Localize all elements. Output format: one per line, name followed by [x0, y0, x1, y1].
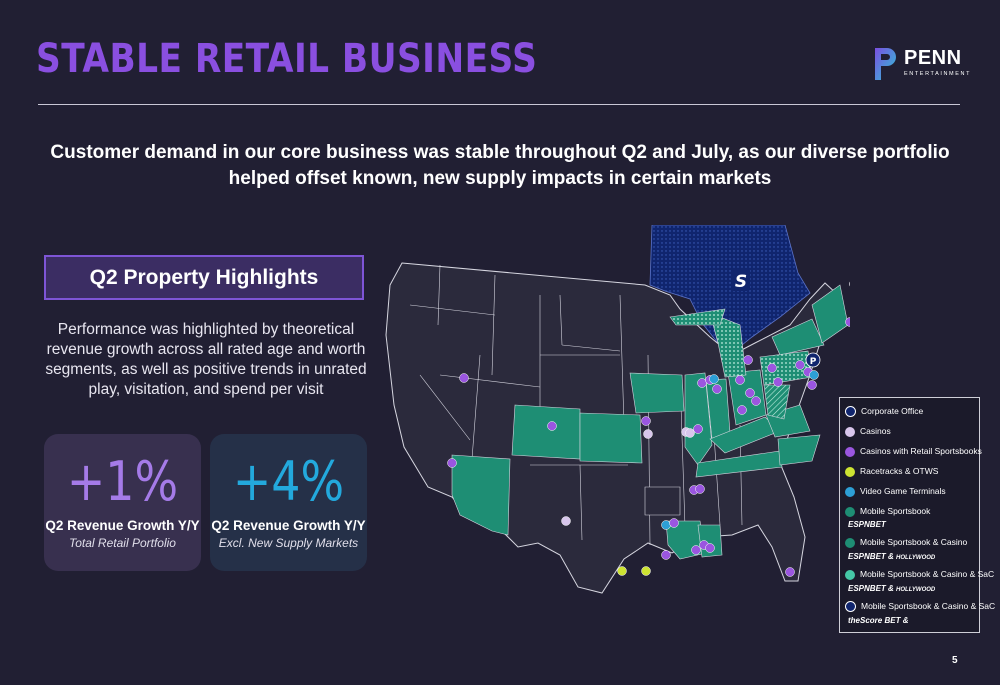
stat-sublabel: Total Retail Portfolio: [69, 536, 176, 550]
property-dot: [807, 380, 817, 390]
highlights-heading: Q2 Property Highlights: [44, 255, 364, 300]
legend-item-mobile-sportsbook-casino: Mobile Sportsbook & Casino: [845, 537, 967, 548]
stat-value: +1%: [66, 450, 179, 513]
penn-logo: PENN ENTERTAINMENT: [872, 46, 972, 82]
state-michigan: [709, 312, 747, 378]
property-dot: [691, 545, 701, 555]
property-dot: [737, 405, 747, 415]
property-dot: [697, 378, 707, 388]
state-kansas: [579, 412, 643, 464]
legend-item-casinos: Casinos: [845, 426, 891, 437]
property-dot: [767, 363, 777, 373]
map-legend: Corporate Office Casinos Casinos with Re…: [839, 397, 995, 633]
espn-hollywood-logos: ESPNBET & HOLLYWOOD: [848, 552, 936, 561]
property-dot: [669, 518, 679, 528]
highlights-body: Performance was highlighted by theoretic…: [45, 321, 367, 398]
logo-subtitle: ENTERTAINMENT: [904, 71, 972, 77]
property-dot: [735, 375, 745, 385]
property-dot: [693, 424, 703, 434]
dot-icon: [845, 506, 855, 517]
penn-mark-icon: [875, 48, 896, 80]
property-dot: [845, 317, 850, 327]
property-dot: [561, 516, 571, 526]
stat-card-total: +1% Q2 Revenue Growth Y/Y Total Retail P…: [44, 434, 201, 571]
stat-card-excl-new-supply: +4% Q2 Revenue Growth Y/Y Excl. New Supp…: [210, 434, 367, 571]
penn-logo-icon: [845, 406, 856, 418]
state-michigan-up: [669, 308, 726, 326]
espn-hollywood-sac-logos: ESPNBET & HOLLYWOOD: [848, 584, 936, 593]
property-dot: [705, 543, 715, 553]
dot-icon: [845, 446, 855, 457]
legend-item-racetracks: Racetracks & OTWS: [845, 466, 938, 477]
logo-wordmark: PENN: [904, 47, 962, 69]
state-tennessee: [695, 450, 783, 478]
page-number: 5: [952, 655, 958, 666]
property-dot: [685, 428, 695, 438]
us-property-map: S: [385, 225, 850, 594]
property-dot: [849, 281, 850, 287]
property-dot: [809, 370, 819, 380]
legend-item-casinos-retail-sportsbooks: Casinos with Retail Sportsbooks: [845, 446, 982, 457]
state-new-york: [771, 318, 825, 356]
thescore-bet-logo: theScore BET &: [848, 616, 909, 625]
state-arizona: [451, 454, 511, 536]
property-dot: [661, 550, 671, 560]
page-title: STABLE RETAIL BUSINESS: [36, 36, 538, 82]
legend-item-mobile-sportsbook-casino-sac-score: Mobile Sportsbook & Casino & SaC: [845, 601, 995, 613]
stat-label: Q2 Revenue Growth Y/Y: [211, 518, 366, 533]
property-dot: [751, 396, 761, 406]
property-dot: [785, 567, 795, 577]
property-dot: [643, 429, 653, 439]
espn-bet-logo: ESPNBET: [848, 520, 886, 529]
stat-sublabel: Excl. New Supply Markets: [218, 536, 359, 550]
state-colorado: [511, 404, 581, 460]
property-dot: [661, 520, 671, 530]
dot-icon: [845, 466, 855, 477]
property-dot: [459, 373, 469, 383]
corporate-office-marker: P: [805, 352, 821, 368]
state-arkansas: [644, 486, 681, 516]
legend-item-mobile-sportsbook: Mobile Sportsbook: [845, 506, 930, 517]
svg-text:P: P: [810, 357, 817, 367]
property-dot: [745, 388, 755, 398]
score-icon: [845, 601, 856, 613]
dot-icon: [845, 426, 855, 437]
legend-item-video-game-terminals: Video Game Terminals: [845, 486, 946, 497]
stat-value: +4%: [232, 450, 345, 513]
property-dot: [795, 360, 805, 370]
property-dot: [547, 421, 557, 431]
legend-item-mobile-sportsbook-casino-sac: Mobile Sportsbook & Casino & SaC: [845, 569, 994, 580]
property-dot: [712, 384, 722, 394]
title-divider: [38, 104, 960, 105]
dot-icon: [845, 569, 855, 580]
property-dot: [447, 458, 457, 468]
property-dot: [773, 377, 783, 387]
property-dot: [617, 566, 627, 576]
state-iowa: [629, 372, 685, 414]
dot-icon: [845, 537, 855, 548]
property-dot: [743, 355, 753, 365]
property-dot: [709, 374, 719, 384]
stat-label: Q2 Revenue Growth Y/Y: [45, 518, 200, 533]
state-north-carolina: [777, 434, 821, 466]
property-dot: [641, 416, 651, 426]
legend-item-corporate-office: Corporate Office: [845, 406, 923, 418]
property-dot: [695, 484, 705, 494]
property-dot: [641, 566, 651, 576]
svg-text:S: S: [735, 272, 747, 292]
dot-icon: [845, 486, 855, 497]
thescore-icon: [732, 269, 750, 291]
headline: Customer demand in our core business was…: [50, 142, 950, 189]
